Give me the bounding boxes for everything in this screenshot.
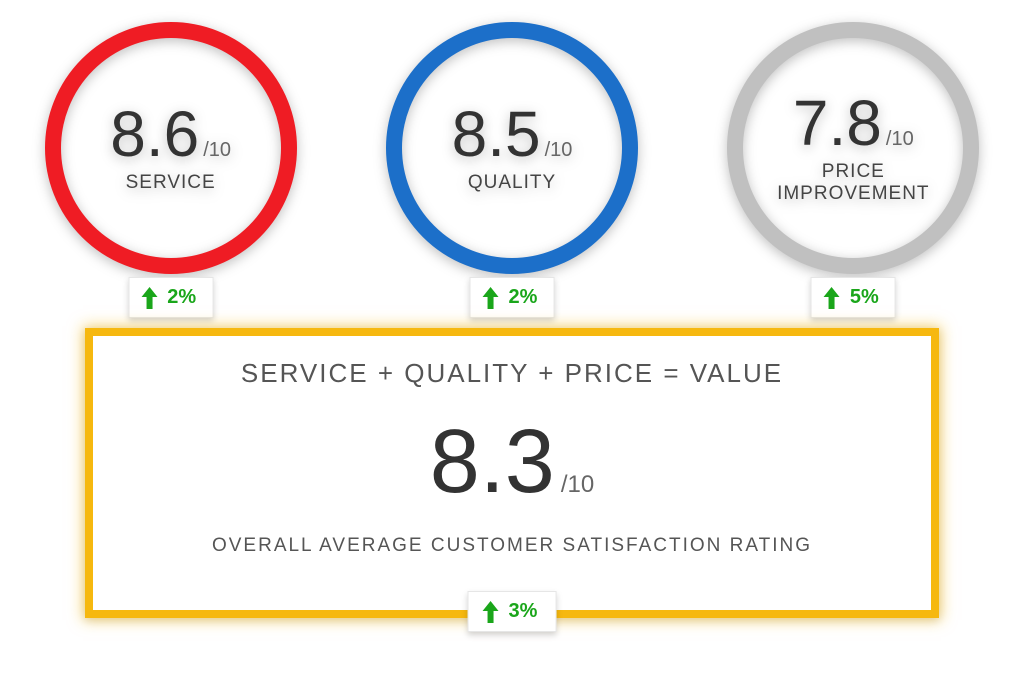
value-equation: SERVICE + QUALITY + PRICE = VALUE (241, 358, 783, 389)
arrow-up-icon (824, 287, 840, 309)
trend-badge: 2% (470, 277, 555, 318)
trend-value: 2% (509, 286, 538, 309)
metric-service: 8.6 /10 SERVICE 2% (21, 18, 321, 308)
overall-trend-value: 3% (509, 600, 538, 623)
metric-label: QUALITY (468, 172, 556, 194)
score-line: 8.5 /10 (452, 102, 573, 166)
trend-badge: 5% (811, 277, 896, 318)
trend-badge: 2% (128, 277, 213, 318)
arrow-up-icon (141, 287, 157, 309)
arrow-up-icon (483, 287, 499, 309)
metric-content: 7.8 /10 PRICE IMPROVEMENT (723, 18, 983, 278)
metric-ring: 8.6 /10 SERVICE (41, 18, 301, 278)
metric-price: 7.8 /10 PRICE IMPROVEMENT 5% (703, 18, 1003, 308)
score-denom: /10 (886, 129, 914, 149)
overall-denom: /10 (561, 471, 594, 499)
score-line: 7.8 /10 (793, 91, 914, 155)
score-value: 8.6 (110, 102, 199, 166)
score-line: 8.6 /10 (110, 102, 231, 166)
trend-value: 2% (167, 286, 196, 309)
overall-caption: OVERALL AVERAGE CUSTOMER SATISFACTION RA… (212, 535, 812, 557)
metric-label: PRICE IMPROVEMENT (777, 161, 929, 205)
metric-ring: 7.8 /10 PRICE IMPROVEMENT (723, 18, 983, 278)
overall-score-line: 8.3 /10 (430, 417, 595, 507)
score-value: 8.5 (452, 102, 541, 166)
score-value: 7.8 (793, 91, 882, 155)
overall-panel: SERVICE + QUALITY + PRICE = VALUE 8.3 /1… (85, 328, 939, 618)
score-denom: /10 (203, 140, 231, 160)
metric-content: 8.5 /10 QUALITY (382, 18, 642, 278)
metric-ring: 8.5 /10 QUALITY (382, 18, 642, 278)
metric-label: SERVICE (126, 172, 216, 194)
metric-content: 8.6 /10 SERVICE (41, 18, 301, 278)
metrics-row: 8.6 /10 SERVICE 2% (0, 18, 1024, 308)
metric-quality: 8.5 /10 QUALITY 2% (362, 18, 662, 308)
score-denom: /10 (545, 140, 573, 160)
overall-value: 8.3 (430, 417, 555, 507)
dashboard-stage: 8.6 /10 SERVICE 2% (0, 0, 1024, 674)
trend-value: 5% (850, 286, 879, 309)
arrow-up-icon (483, 601, 499, 623)
overall-trend-badge: 3% (468, 591, 557, 632)
